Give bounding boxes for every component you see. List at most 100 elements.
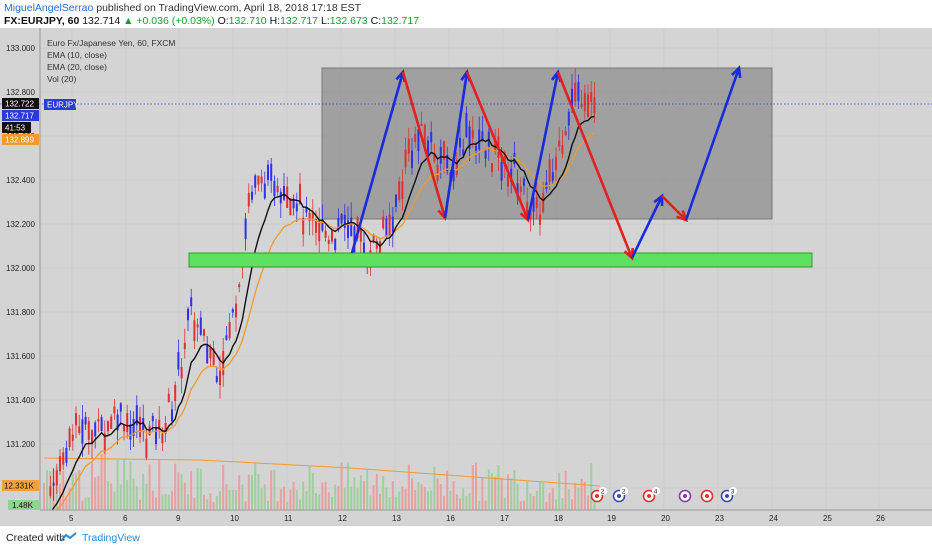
close-label: C:: [370, 15, 382, 27]
open-label: O:: [217, 15, 229, 27]
volume-bar: [209, 493, 212, 510]
projection-arrow[interactable]: [526, 71, 560, 221]
time-tick-label: 20: [661, 514, 670, 523]
candle-body: [171, 409, 173, 422]
volume-bar: [372, 485, 375, 510]
volume-bar: [462, 488, 465, 510]
candle-body: [580, 103, 583, 107]
projection-arrow[interactable]: [443, 71, 469, 219]
volume-bar: [571, 499, 573, 510]
price-tick-label: 131.800: [6, 308, 35, 317]
volume-bar: [548, 492, 551, 510]
volume-bar: [145, 483, 148, 510]
volume-bar: [84, 497, 87, 510]
candle-body: [577, 81, 580, 102]
projection-arrow[interactable]: [556, 71, 634, 259]
candle-body: [267, 164, 269, 180]
volume-bar: [302, 481, 305, 510]
candle-body: [564, 131, 567, 136]
price-tick-label: 132.200: [6, 220, 35, 229]
volume-bar: [507, 474, 509, 510]
projection-arrow[interactable]: [661, 195, 687, 221]
candle-body: [532, 197, 535, 212]
volume-bar: [286, 501, 289, 510]
volume-bars: [43, 449, 601, 510]
published-text: published on TradingView.com, April 18, …: [96, 2, 362, 14]
volume-bar: [129, 461, 132, 510]
candle-body: [308, 212, 311, 222]
volume-bar: [452, 480, 455, 510]
tradingview-brand-link[interactable]: TradingView: [82, 532, 140, 544]
badge-vol2: 1.48K: [12, 501, 34, 510]
volume-bar: [164, 493, 167, 510]
candle-body: [209, 347, 212, 359]
candle-body: [196, 324, 199, 328]
projection-arrow[interactable]: [684, 67, 741, 221]
volume-bar: [241, 484, 244, 510]
candle-body: [427, 140, 429, 155]
price-tick-label: 133.000: [6, 44, 35, 53]
candle-body: [273, 180, 276, 197]
volume-bar: [75, 473, 77, 510]
candle-body: [567, 111, 570, 126]
volume-bar: [81, 500, 84, 510]
candle-body: [507, 174, 509, 187]
volume-bar: [116, 460, 119, 510]
candle-body: [81, 419, 84, 444]
volume-bar: [484, 500, 487, 510]
projection-arrow[interactable]: [465, 71, 530, 221]
candle-body: [340, 214, 343, 224]
candle-body: [404, 149, 407, 168]
price-tick-label: 131.600: [6, 352, 35, 361]
marker-count: 2: [622, 489, 626, 496]
projection-arrow[interactable]: [401, 71, 447, 219]
candle-body: [110, 416, 113, 429]
volume-bar: [580, 478, 583, 510]
legend-vol[interactable]: Vol (20): [47, 74, 76, 84]
legend-ema20[interactable]: EMA (20, close): [47, 62, 107, 72]
candle-body: [283, 186, 285, 200]
candle-body: [375, 240, 378, 249]
candle-body: [321, 219, 324, 231]
candle-body: [161, 433, 164, 444]
candle-body: [123, 424, 125, 432]
volume-bar: [375, 473, 378, 510]
time-tick-label: 19: [607, 514, 616, 523]
volume-bar: [391, 481, 394, 510]
volume-bar: [110, 483, 113, 510]
candle-body: [91, 430, 93, 444]
time-axis: 5 6 9 10 11 12 13 16 17 18 19 20 23 24 25 26: [69, 514, 885, 523]
indicator-legend: Euro Fx/Japanese Yen, 60, FXCM EMA (10, …: [47, 38, 176, 84]
candle-body: [459, 137, 461, 148]
volume-bar: [238, 475, 241, 510]
volume-bar: [87, 497, 90, 510]
tradingview-logo-icon[interactable]: [60, 531, 78, 543]
support-zone[interactable]: [188, 252, 813, 268]
volume-bar: [225, 484, 228, 510]
candle-body: [78, 426, 81, 433]
volume-bar: [523, 500, 525, 510]
volume-bar: [292, 481, 295, 510]
volume-bar: [206, 499, 209, 510]
candle-body: [593, 97, 596, 114]
time-tick-label: 17: [500, 514, 509, 523]
time-tick-label: 18: [554, 514, 563, 523]
candle-body: [289, 198, 292, 216]
volume-bar: [174, 463, 177, 510]
volume-bar: [516, 483, 519, 510]
volume-bar: [97, 475, 100, 510]
candle-body: [385, 218, 388, 237]
legend-ema10[interactable]: EMA (10, close): [47, 50, 107, 60]
projection-arrow[interactable]: [630, 195, 664, 259]
candle-body: [183, 342, 186, 350]
author-link[interactable]: MiguelAngelSerrao: [4, 2, 94, 14]
candle-body: [155, 428, 157, 445]
volume-bar: [567, 488, 570, 510]
candle-body: [215, 375, 218, 383]
candle-body: [247, 192, 250, 207]
candle-body: [430, 131, 433, 143]
projection-arrow[interactable]: [350, 71, 405, 254]
volume-bar: [283, 486, 285, 510]
